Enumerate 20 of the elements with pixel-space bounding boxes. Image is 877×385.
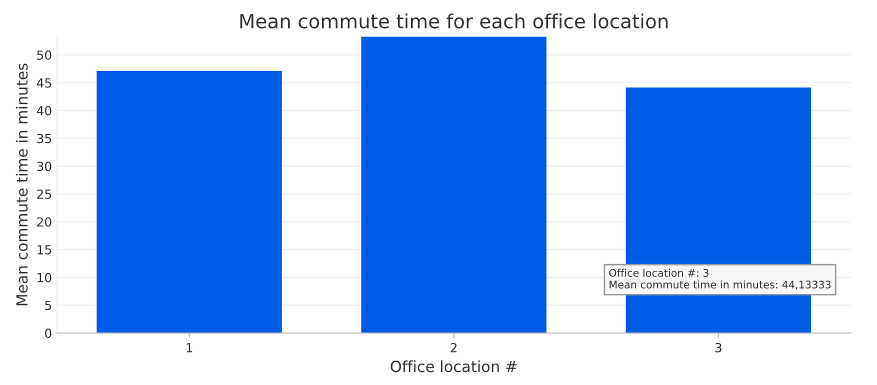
y-tick-label: 10 (38, 272, 52, 282)
y-tick-label: 30 (37, 162, 52, 172)
y-tick-label: 35 (37, 134, 52, 144)
x-tick-label: 2 (450, 342, 457, 352)
y-tick-label: 50 (37, 50, 52, 60)
annotation: Office location #: 3 Mean commute time in minutes: 44,13333 (609, 268, 831, 290)
y-tick-label: 25 (37, 189, 52, 199)
y-tick-label: 0 (45, 328, 52, 338)
x-axis-title: Office location # (390, 360, 517, 372)
y-tick-label: 45 (36, 78, 52, 88)
chart-title: Mean commute time for each office location (240, 13, 668, 29)
y-tick-label: 20 (37, 217, 52, 227)
bar (96, 71, 282, 334)
x-tick-label: 3 (715, 342, 722, 352)
y-axis-title: Mean commute time in minutes (16, 64, 28, 306)
y-tick-label: 15 (38, 245, 52, 255)
y-tick-label: 40 (36, 106, 52, 116)
bar (361, 36, 546, 334)
y-tick-label: 5 (45, 300, 52, 310)
x-tick-label: 1 (186, 343, 192, 352)
